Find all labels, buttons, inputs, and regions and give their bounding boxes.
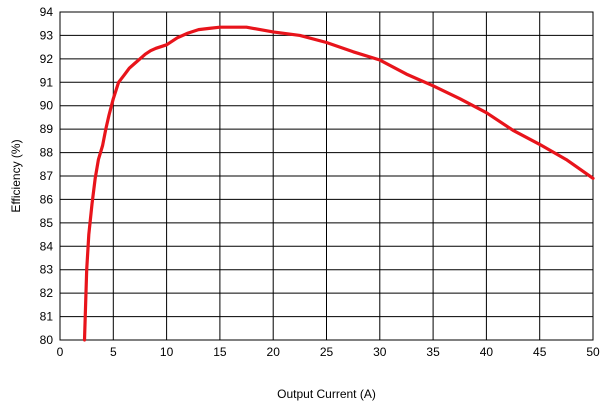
plot-border — [59, 11, 594, 341]
x-tick-label: 30 — [373, 345, 387, 359]
y-tick-label: 94 — [40, 5, 54, 19]
x-tick-label: 10 — [160, 345, 174, 359]
x-tick-label: 15 — [213, 345, 227, 359]
x-tick-label: 50 — [586, 345, 600, 359]
y-tick-label: 82 — [40, 286, 54, 300]
y-tick-label: 92 — [40, 52, 54, 66]
y-tick-label: 80 — [40, 333, 54, 347]
y-tick-label: 91 — [40, 75, 54, 89]
y-tick-label: 84 — [40, 239, 54, 253]
y-tick-label: 88 — [40, 146, 54, 160]
x-tick-label: 40 — [480, 345, 494, 359]
y-tick-labels: 80 81 82 83 84 85 86 87 88 89 90 91 92 93 94 — [40, 5, 54, 347]
x-tick-label: 20 — [267, 345, 281, 359]
y-tick-label: 89 — [40, 122, 54, 136]
x-tick-label: 5 — [110, 345, 117, 359]
y-tick-label: 86 — [40, 192, 54, 206]
efficiency-series-line — [82, 25, 595, 342]
x-axis-title: Output Current (A) — [277, 387, 376, 401]
x-tick-label: 45 — [533, 345, 547, 359]
y-tick-label: 85 — [40, 216, 54, 230]
y-tick-label: 93 — [40, 28, 54, 42]
x-tick-label: 0 — [57, 345, 64, 359]
x-tick-label: 35 — [426, 345, 440, 359]
y-tick-label: 83 — [40, 263, 54, 277]
y-tick-label: 87 — [40, 169, 54, 183]
x-tick-labels: 0 5 10 15 20 25 30 35 40 45 50 — [57, 345, 600, 359]
series-layer — [82, 25, 595, 342]
y-tick-label: 81 — [40, 310, 54, 324]
x-tick-label: 25 — [320, 345, 334, 359]
y-tick-label: 90 — [40, 99, 54, 113]
y-axis-title: Efficiency (%) — [9, 139, 23, 212]
